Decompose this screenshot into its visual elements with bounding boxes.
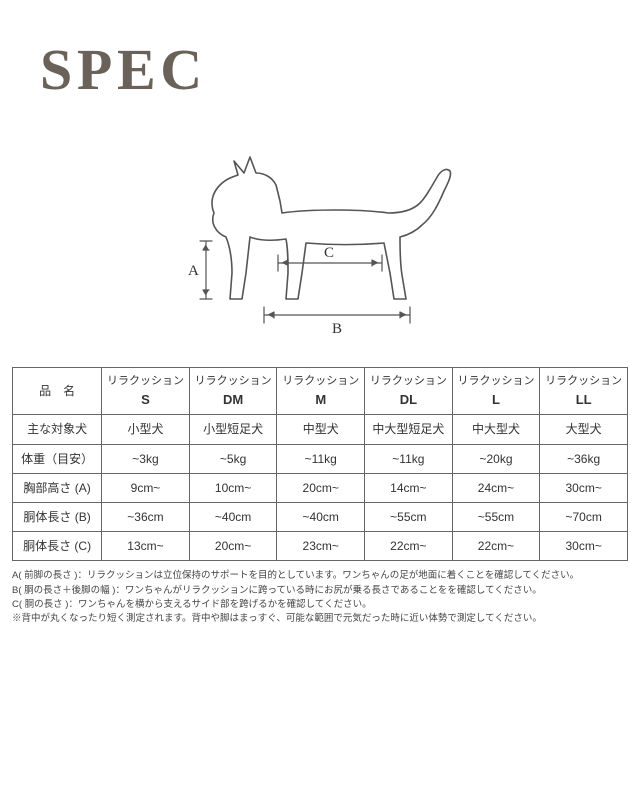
footnote-line: B( 胴の長さ＋後脚の幅 )：ワンちゃんがリラクッションに跨っている時にお尻が乗…	[12, 584, 640, 598]
label-b: B	[332, 321, 342, 337]
table-row: 胴体長さ (B)~36cm~40cm~40cm~55cm~55cm~70cm	[13, 502, 628, 531]
table-cell: ~36cm	[102, 502, 190, 531]
header-size: リラクッション LL	[540, 368, 628, 415]
dog-measurement-diagram: A C B	[0, 123, 640, 343]
table-cell: ~55cm	[365, 502, 453, 531]
row-label: 胸部高さ (A)	[13, 473, 102, 502]
dog-diagram-svg: A C B	[160, 123, 480, 343]
spec-table-wrap: 品 名 リラクッション S リラクッション DM リラクッション M リラクッシ…	[12, 367, 628, 561]
dog-outline	[212, 157, 451, 299]
table-cell: 中大型短足犬	[365, 415, 453, 444]
header-size: リラクッション DL	[365, 368, 453, 415]
table-row: 体重（目安）~3kg~5kg~11kg~11kg~20kg~36kg	[13, 444, 628, 473]
table-cell: 30cm~	[540, 532, 628, 561]
page-title: SPEC	[40, 36, 640, 103]
table-cell: ~11kg	[365, 444, 453, 473]
table-cell: ~40cm	[189, 502, 277, 531]
row-label: 体重（目安）	[13, 444, 102, 473]
table-cell: ~11kg	[277, 444, 365, 473]
table-cell: 9cm~	[102, 473, 190, 502]
table-cell: ~3kg	[102, 444, 190, 473]
measure-a	[200, 241, 212, 299]
footnote-line: A( 前脚の長さ )：リラクッションは立位保持のサポートを目的としています。ワン…	[12, 569, 640, 583]
table-cell: ~5kg	[189, 444, 277, 473]
table-cell: 13cm~	[102, 532, 190, 561]
table-cell: 20cm~	[189, 532, 277, 561]
header-size: リラクッション M	[277, 368, 365, 415]
footnote-line: ※背中が丸くなったり短く測定されます。背中や脚はまっすぐ、可能な範囲で元気だった…	[12, 612, 640, 626]
table-row: 主な対象犬小型犬小型短足犬中型犬中大型短足犬中大型犬大型犬	[13, 415, 628, 444]
table-cell: 14cm~	[365, 473, 453, 502]
table-cell: ~20kg	[452, 444, 540, 473]
header-size: リラクッション S	[102, 368, 190, 415]
header-size: リラクッション L	[452, 368, 540, 415]
table-cell: 30cm~	[540, 473, 628, 502]
table-cell: 22cm~	[452, 532, 540, 561]
label-a: A	[188, 263, 199, 279]
table-cell: ~70cm	[540, 502, 628, 531]
table-cell: 20cm~	[277, 473, 365, 502]
row-label: 主な対象犬	[13, 415, 102, 444]
footnote-line: C( 胴の長さ )：ワンちゃんを横から支えるサイド部を跨げるかを確認してください…	[12, 598, 640, 612]
table-cell: 23cm~	[277, 532, 365, 561]
table-cell: 10cm~	[189, 473, 277, 502]
table-cell: 小型犬	[102, 415, 190, 444]
table-row: 胴体長さ (C)13cm~20cm~23cm~22cm~22cm~30cm~	[13, 532, 628, 561]
spec-table-body: 主な対象犬小型犬小型短足犬中型犬中大型短足犬中大型犬大型犬体重（目安）~3kg~…	[13, 415, 628, 561]
table-cell: ~55cm	[452, 502, 540, 531]
table-cell: 22cm~	[365, 532, 453, 561]
label-c: C	[324, 245, 334, 261]
header-size: リラクッション DM	[189, 368, 277, 415]
table-cell: 中型犬	[277, 415, 365, 444]
table-row: 胸部高さ (A)9cm~10cm~20cm~14cm~24cm~30cm~	[13, 473, 628, 502]
table-cell: 小型短足犬	[189, 415, 277, 444]
table-cell: ~36kg	[540, 444, 628, 473]
table-cell: ~40cm	[277, 502, 365, 531]
footnotes: A( 前脚の長さ )：リラクッションは立位保持のサポートを目的としています。ワン…	[12, 569, 640, 626]
table-cell: 中大型犬	[452, 415, 540, 444]
row-label: 胴体長さ (B)	[13, 502, 102, 531]
spec-table: 品 名 リラクッション S リラクッション DM リラクッション M リラクッシ…	[12, 367, 628, 561]
table-header-row: 品 名 リラクッション S リラクッション DM リラクッション M リラクッシ…	[13, 368, 628, 415]
table-cell: 大型犬	[540, 415, 628, 444]
row-label: 胴体長さ (C)	[13, 532, 102, 561]
table-cell: 24cm~	[452, 473, 540, 502]
header-product-name: 品 名	[13, 368, 102, 415]
